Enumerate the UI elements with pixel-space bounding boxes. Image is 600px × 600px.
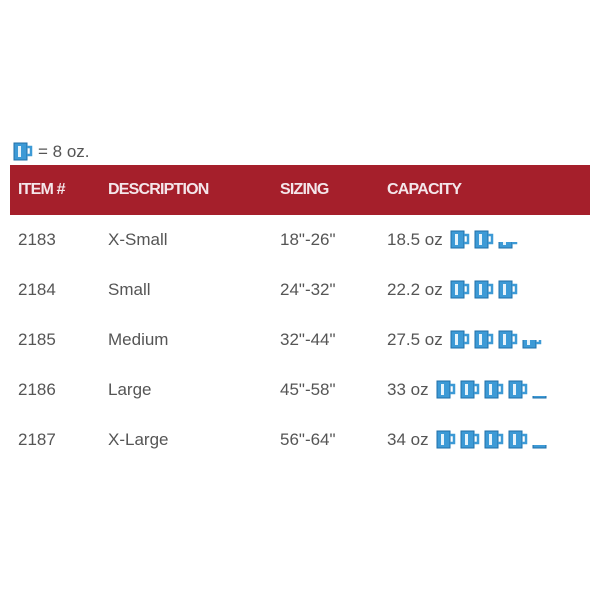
header-item: ITEM #: [18, 181, 66, 198]
measuring-cup-icon: [459, 428, 481, 450]
measuring-cup-icon: [449, 328, 471, 350]
cup-gauge: [449, 228, 521, 250]
cup-gauge: [449, 328, 545, 350]
capacity: 18.5 oz: [387, 215, 521, 265]
measuring-cup-icon: [497, 278, 519, 300]
cup-gauge: [435, 378, 555, 400]
measuring-cup-icon: [449, 228, 471, 250]
partial-cup-icon: [521, 339, 543, 350]
table-row: 2186 Large 45"-58" 33 oz: [10, 365, 590, 415]
measuring-cup-icon: [483, 428, 505, 450]
partial-cup-icon: [531, 445, 553, 449]
sizing: 45"-58": [280, 380, 336, 399]
measuring-cup-icon: [12, 140, 34, 162]
measuring-cup-icon: [435, 378, 457, 400]
item-number: 2186: [18, 380, 56, 399]
capacity: 34 oz: [387, 415, 555, 465]
partial-cup-icon: [531, 396, 553, 399]
item-number: 2183: [18, 230, 56, 249]
measuring-cup-icon: [459, 378, 481, 400]
capacity-value: 18.5 oz: [387, 230, 443, 249]
capacity: 22.2 oz: [387, 265, 521, 315]
capacity-value: 33 oz: [387, 380, 429, 399]
table-row: 2183 X-Small 18"-26" 18.5 oz: [10, 215, 590, 265]
sizing: 18"-26": [280, 230, 336, 249]
measuring-cup-icon: [435, 428, 457, 450]
cup-gauge: [449, 278, 521, 300]
legend-text: = 8 oz.: [38, 142, 90, 161]
measuring-cup-icon: [497, 328, 519, 350]
measuring-cup-icon: [507, 378, 529, 400]
table-row: 2184 Small 24"-32" 22.2 oz: [10, 265, 590, 315]
measuring-cup-icon: [473, 328, 495, 350]
measuring-cup-icon: [473, 278, 495, 300]
measuring-cup-icon: [473, 228, 495, 250]
legend: = 8 oz.: [12, 140, 90, 162]
table-row: 2187 X-Large 56"-64" 34 oz: [10, 415, 590, 465]
header-description: DESCRIPTION: [108, 181, 209, 198]
sizing: 32"-44": [280, 330, 336, 349]
cup-gauge: [435, 428, 555, 450]
item-number: 2187: [18, 430, 56, 449]
item-number: 2185: [18, 330, 56, 349]
capacity: 27.5 oz: [387, 315, 545, 365]
sizing: 56"-64": [280, 430, 336, 449]
header-sizing: SIZING: [280, 181, 329, 198]
table-header: ITEM # DESCRIPTION SIZING CAPACITY: [10, 165, 590, 215]
header-capacity: CAPACITY: [387, 181, 462, 198]
measuring-cup-icon: [449, 278, 471, 300]
measuring-cup-icon: [483, 378, 505, 400]
item-number: 2184: [18, 280, 56, 299]
description: X-Large: [108, 430, 169, 449]
capacity-value: 27.5 oz: [387, 330, 443, 349]
capacity-value: 34 oz: [387, 430, 429, 449]
table-row: 2185 Medium 32"-44" 27.5 oz: [10, 315, 590, 365]
description: Large: [108, 380, 152, 399]
measuring-cup-icon: [507, 428, 529, 450]
capacity-value: 22.2 oz: [387, 280, 443, 299]
partial-cup-icon: [497, 241, 519, 250]
description: Small: [108, 280, 151, 299]
capacity: 33 oz: [387, 365, 555, 415]
description: Medium: [108, 330, 169, 349]
sizing: 24"-32": [280, 280, 336, 299]
description: X-Small: [108, 230, 168, 249]
